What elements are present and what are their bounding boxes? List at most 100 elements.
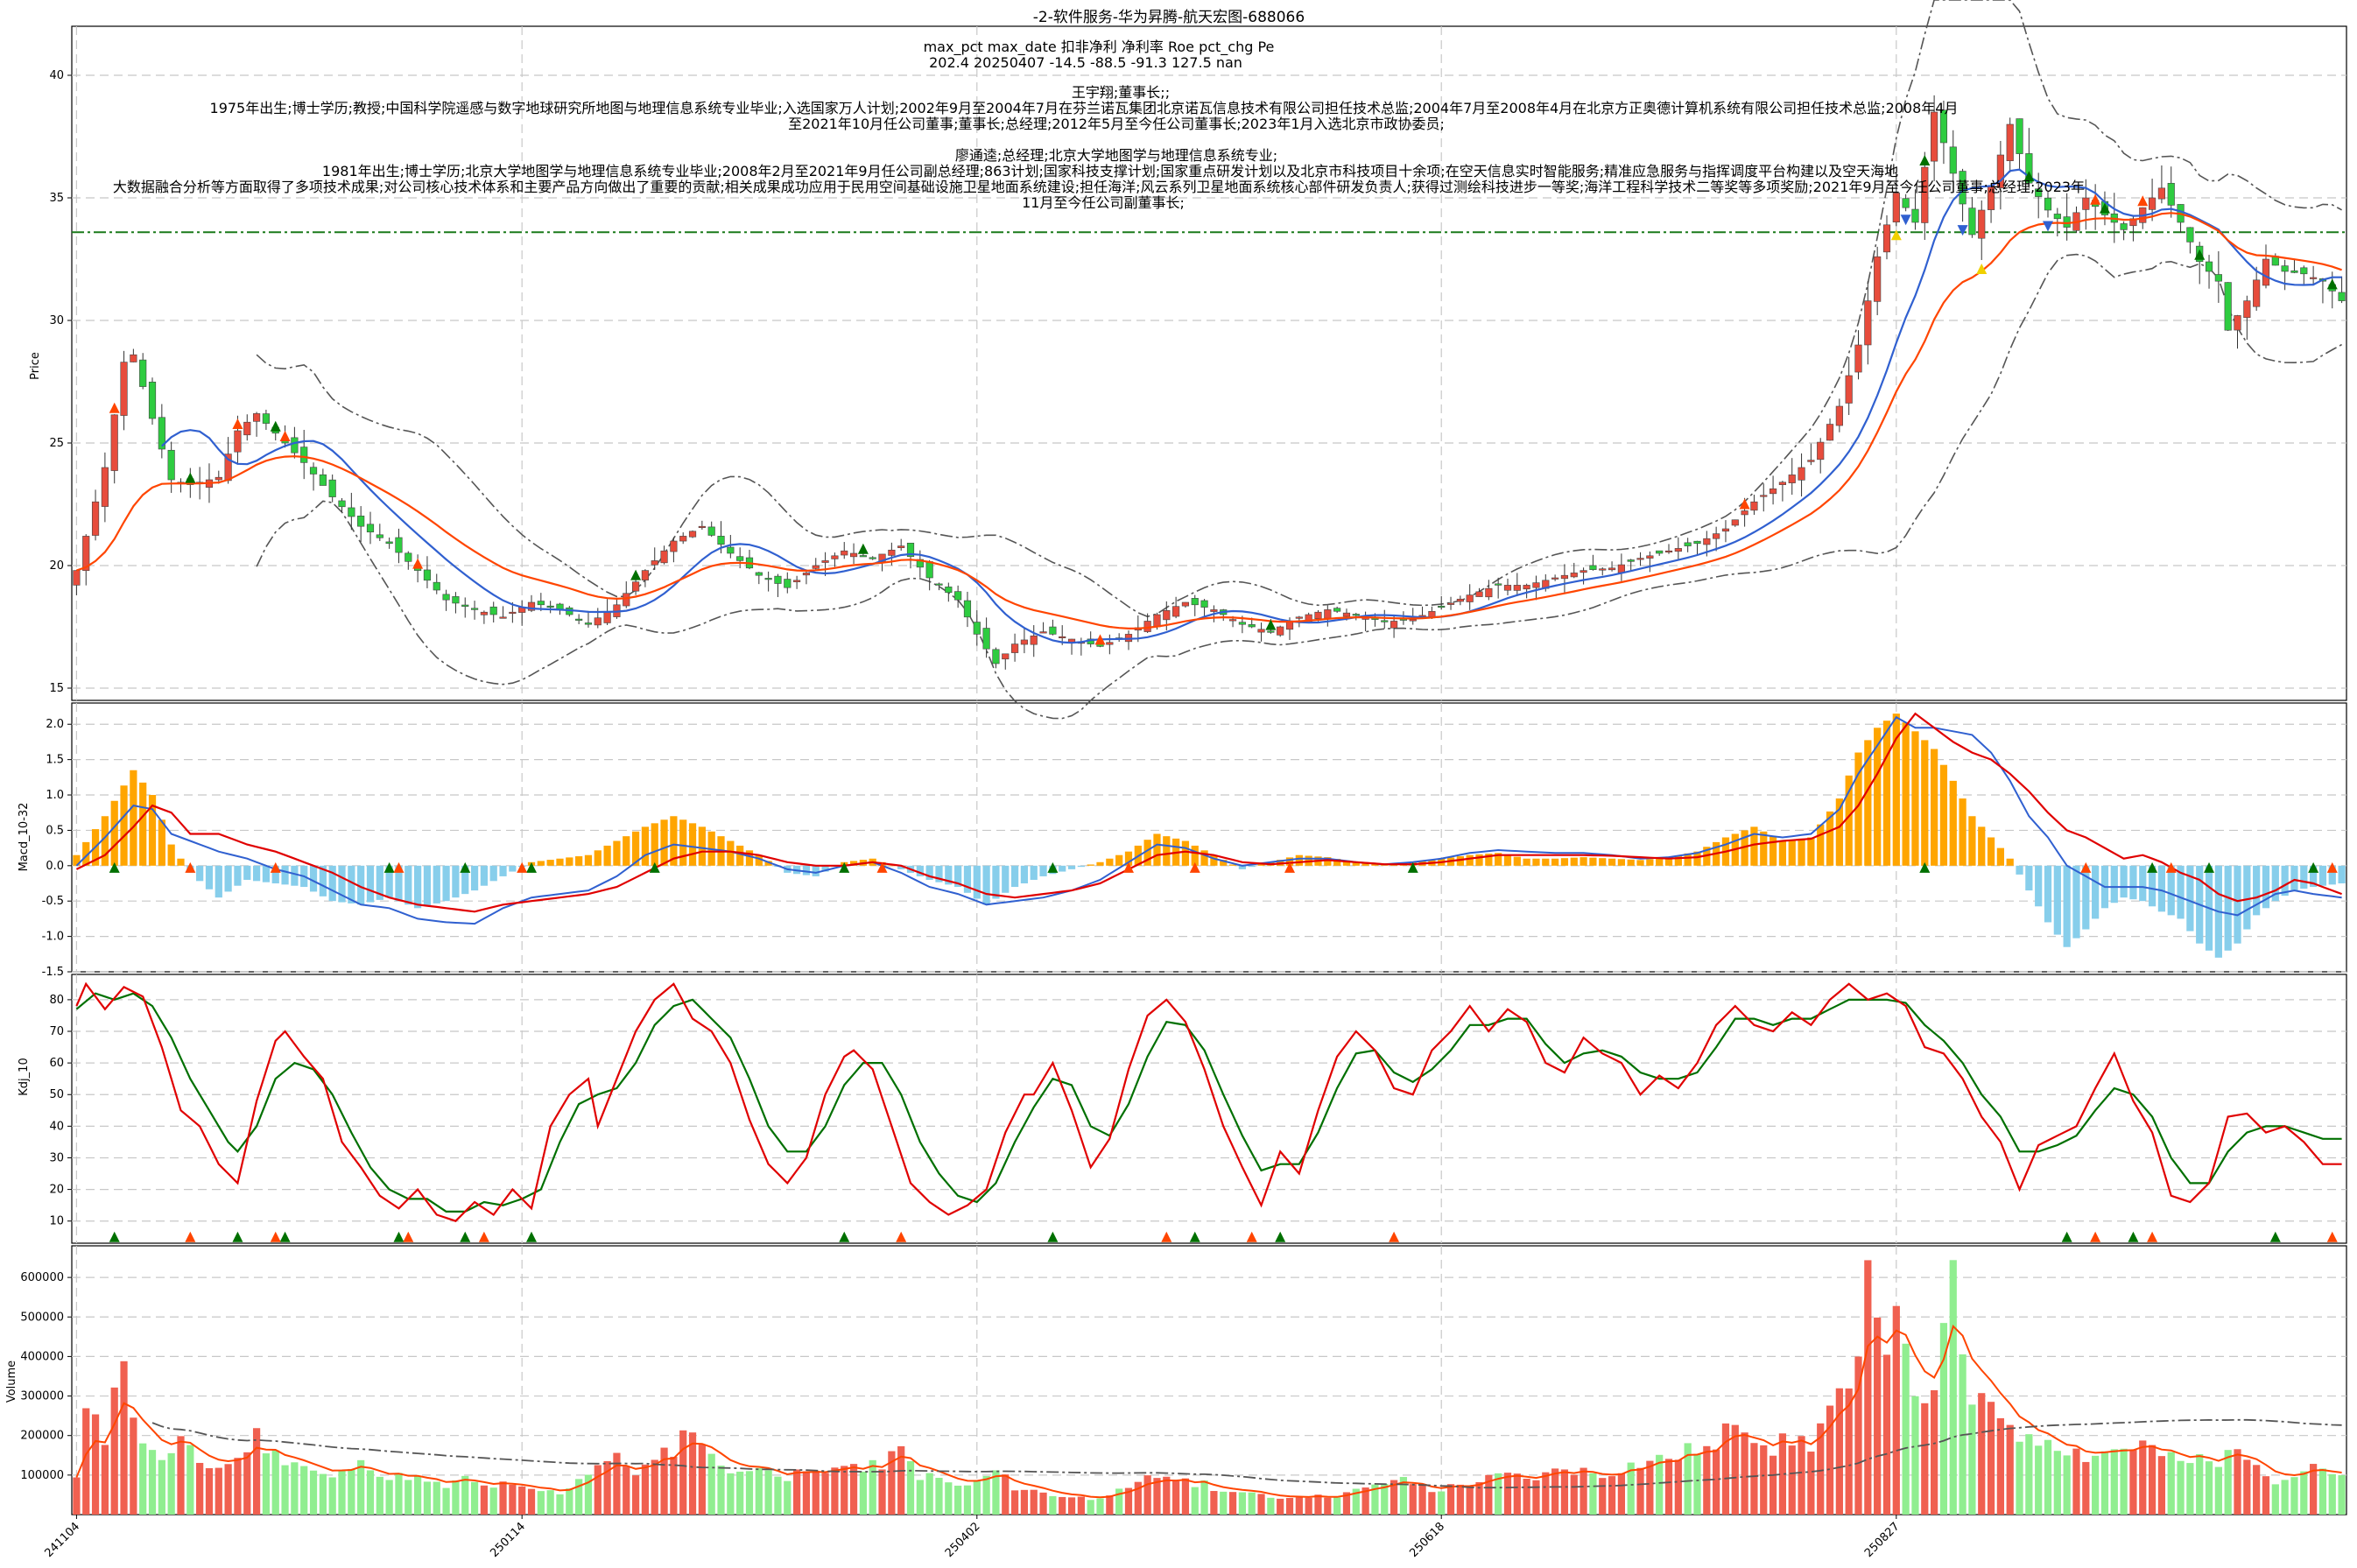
candle-body [1314, 611, 1322, 619]
candle-body [774, 575, 782, 584]
candle-body [1551, 577, 1559, 580]
chart-title: -2-软件服务-华为昇腾-航天宏图-688066 [1033, 9, 1305, 26]
buy-marker [2090, 193, 2101, 205]
macd-hist-bar [2281, 865, 2289, 897]
macd-hist-bar [1513, 856, 1521, 866]
macd-hist-bar [130, 770, 137, 866]
kdj-panel-frame [71, 974, 2347, 1244]
volume-bar [423, 1481, 432, 1515]
volume-bar [1684, 1443, 1692, 1515]
macd-hist-bar [670, 816, 678, 866]
macd-hist-bar [1342, 860, 1351, 866]
macd-hist-bar [319, 865, 327, 897]
kdj-axis-label: Kdj_10 [18, 1058, 31, 1095]
macd-hist-bar [1750, 826, 1758, 866]
macd-hist-bar [2186, 865, 2194, 932]
macd-green-marker [109, 861, 120, 873]
candle-body [357, 515, 365, 527]
candle-body [234, 430, 242, 453]
macd-hist-bar [745, 850, 754, 866]
volume-bar [1399, 1477, 1408, 1515]
candle-body [319, 474, 327, 486]
macd-hist-bar [660, 819, 668, 866]
volume-bar [1020, 1489, 1029, 1515]
volume-bar [385, 1480, 393, 1515]
candle-body [2214, 274, 2222, 282]
macd-hist-bar [1361, 862, 1369, 866]
volume-bar [1143, 1475, 1151, 1515]
price-axis-label: Price [29, 352, 42, 380]
candle-body [1911, 208, 1919, 223]
macd-hist-bar [1163, 836, 1171, 866]
kdj-red-marker [2090, 1231, 2101, 1242]
candle-body [2063, 216, 2071, 228]
macd-hist-bar [1106, 858, 1114, 866]
candle-body [2262, 258, 2270, 286]
candle-body [1181, 601, 1190, 607]
candle-body [575, 618, 583, 621]
candle-body [1485, 587, 1493, 598]
candle-body [1200, 600, 1208, 608]
macd-hist-bar [338, 865, 346, 903]
macd-green-marker [383, 861, 395, 873]
volume-bar [707, 1453, 715, 1515]
price-tick-label: 20 [49, 559, 64, 573]
stats-headers: max_pct max_date 扣非净利 净利率 Roe pct_chg Pe [924, 39, 1275, 56]
macd-hist-bar [461, 865, 469, 895]
volume-bar [1181, 1478, 1190, 1515]
candle-body [1277, 626, 1284, 636]
volume-bar [1664, 1459, 1673, 1515]
macd-hist-bar [1532, 858, 1540, 866]
volume-bar [224, 1464, 232, 1515]
candle-body [1713, 533, 1720, 539]
candle-body [1039, 631, 1047, 634]
macd-hist-bar [802, 865, 811, 875]
volume-bar [869, 1459, 876, 1515]
kdj-grid [67, 974, 2346, 1243]
macd-hist-bar [623, 836, 630, 866]
volume-bar [2300, 1471, 2308, 1515]
candle-body [2234, 315, 2241, 331]
candle-body [2120, 223, 2128, 230]
macd-hist-bar [376, 865, 383, 900]
macd-hist-bar [1228, 864, 1237, 866]
macd-hist-bar [489, 865, 497, 882]
volume-bar [1835, 1388, 1843, 1515]
candle-body [1143, 621, 1151, 632]
macd-green-marker [2204, 861, 2215, 873]
volume-ma-long [151, 1418, 2342, 1489]
volume-bar [1760, 1445, 1768, 1515]
macd-hist-bar [973, 865, 981, 899]
macd-hist-bar [509, 865, 517, 872]
volume-bar [2214, 1466, 2222, 1515]
volume-bar [1874, 1317, 1882, 1515]
candle-body [2016, 118, 2023, 154]
kdj-green-marker [2128, 1231, 2139, 1242]
volume-bar [1228, 1492, 1237, 1515]
candle-body [1503, 585, 1512, 591]
volume-bar [1627, 1462, 1635, 1515]
candle-body [1446, 602, 1455, 605]
volume-bar [821, 1473, 829, 1515]
candle-body [1703, 538, 1711, 545]
candle-body [906, 542, 915, 558]
macd-hist-bar [1191, 845, 1199, 866]
volume-bar [1267, 1497, 1275, 1515]
macd-hist-bar [1560, 858, 1569, 866]
volume-bar [110, 1387, 118, 1515]
macd-red-marker [185, 861, 196, 873]
volume-tick-label: 300000 [20, 1390, 64, 1403]
macd-grid [67, 703, 2346, 973]
bio-line-7: 大数据融合分析等方面取得了多项技术成果;对公司核心技术体系和主要产品方向做出了重… [113, 179, 2085, 195]
volume-bar [2148, 1445, 2156, 1515]
macd-green-marker [460, 861, 471, 873]
volume-bar [1059, 1496, 1066, 1515]
candle-body [1381, 620, 1389, 622]
macd-hist-bar [1656, 858, 1664, 866]
candle-body [1580, 570, 1587, 573]
macd-hist-bar [252, 865, 261, 882]
macd-hist-bar [594, 850, 602, 866]
volume-bar [405, 1480, 412, 1515]
macd-hist-bar [2006, 858, 2014, 866]
